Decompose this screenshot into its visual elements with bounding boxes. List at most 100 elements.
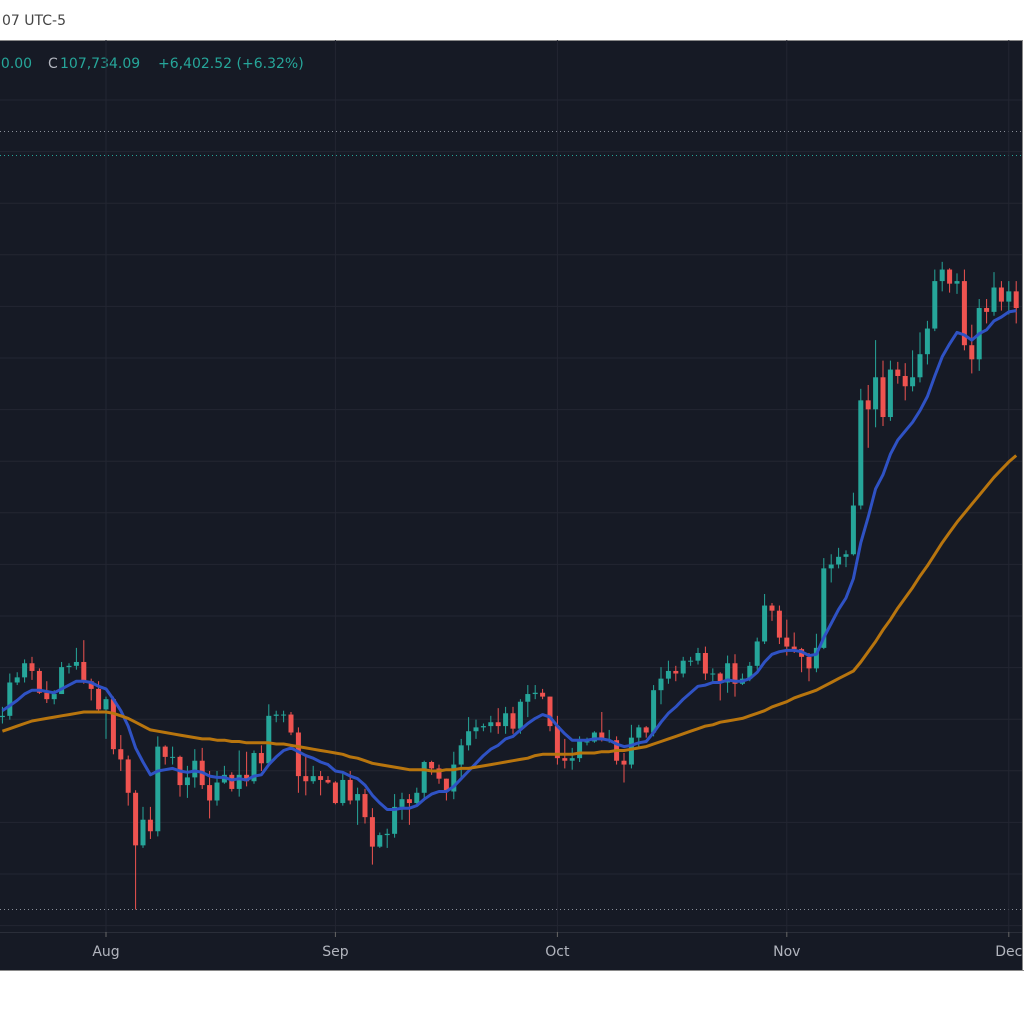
candle-body [406, 799, 412, 804]
candle-body [688, 660, 694, 662]
candle-body [791, 646, 797, 650]
candle-body [651, 690, 657, 733]
candle-body [140, 819, 146, 846]
candle-body [525, 694, 531, 702]
candle-body [673, 670, 679, 674]
candle-body [466, 731, 472, 746]
candle-body [954, 281, 960, 284]
candle-body [910, 377, 916, 387]
candle-body [895, 369, 901, 376]
candle-body [658, 678, 664, 691]
candle-body [569, 758, 575, 761]
candle-body [207, 785, 213, 801]
x-tick-label: Dec [995, 944, 1022, 960]
candle-body [36, 670, 42, 693]
candle-body [44, 692, 50, 700]
candle-body [717, 673, 723, 683]
candle-body [540, 692, 546, 697]
candle-body [577, 741, 583, 759]
candle-body [510, 713, 516, 729]
candle-body [236, 774, 242, 789]
candle-body [214, 782, 220, 801]
candle-body [162, 746, 168, 757]
candle-body [813, 647, 819, 669]
candle-body [192, 760, 198, 778]
candle-body [421, 762, 427, 793]
candle-body [562, 758, 568, 761]
candle-body [636, 727, 642, 738]
candle-body [547, 696, 553, 727]
candle-body [288, 714, 294, 733]
candle-body [769, 605, 775, 611]
candle-body [776, 610, 782, 638]
candle-body [754, 641, 760, 666]
candle-body [133, 792, 139, 846]
candle-body [584, 741, 590, 743]
candle-body [369, 817, 375, 847]
moving-average-line [1, 454, 1018, 773]
candle-body [451, 764, 457, 792]
candle-body [266, 715, 272, 764]
candle-body [873, 377, 879, 410]
candle-body [73, 661, 79, 666]
candle-body [436, 768, 442, 779]
candle-body [732, 663, 738, 684]
candle-body [81, 661, 87, 682]
candle-body [51, 694, 57, 700]
candle-body [355, 794, 361, 801]
candle-body [858, 400, 864, 506]
candle-body [7, 682, 13, 716]
candle-body [665, 670, 671, 679]
candle-body [325, 779, 331, 783]
candle-body [621, 760, 627, 765]
candle-body [843, 554, 849, 557]
candle-body [806, 656, 812, 669]
candle-body [458, 745, 464, 765]
candle-body [96, 688, 102, 710]
legend-tail: 60.00 [0, 56, 32, 72]
candle-body [347, 779, 353, 801]
candle-body [628, 737, 634, 765]
candle-body [939, 269, 945, 282]
candle-body [103, 699, 109, 710]
candle-body [554, 726, 560, 759]
legend-close-label: C [48, 56, 58, 72]
candle-body [488, 722, 494, 727]
candle-body [643, 727, 649, 733]
candle-body [332, 782, 338, 804]
candle-body [281, 714, 287, 716]
candle-body [155, 746, 161, 832]
candle-body [887, 369, 893, 418]
candle-body [599, 732, 605, 741]
candle-body [429, 762, 435, 769]
candle-body [295, 732, 301, 777]
candle-body [969, 345, 975, 360]
candle-body [880, 377, 886, 418]
candle-body [29, 663, 35, 671]
candle-body [473, 727, 479, 732]
candle-body [392, 806, 398, 834]
candle-body [399, 799, 405, 807]
timezone-label[interactable]: 07 UTC-5 [2, 13, 66, 29]
candle-body [984, 308, 990, 312]
candle-body [384, 833, 390, 836]
candle-body [902, 375, 908, 387]
candle-body [318, 776, 324, 780]
candle-body [828, 564, 834, 569]
candle-body [998, 287, 1004, 302]
candle-body [702, 652, 708, 674]
candle-body [377, 835, 383, 847]
candle-body [0, 715, 5, 718]
candle-body [273, 714, 279, 716]
candle-body [59, 667, 65, 695]
candle-body [14, 677, 20, 683]
candle-body [947, 269, 953, 284]
candle-body [495, 722, 501, 727]
candle-body [125, 759, 131, 793]
legend-close: 107,734.09 [60, 56, 140, 72]
candle-body [784, 637, 790, 647]
candle-body [961, 281, 967, 346]
candle-body [414, 792, 420, 804]
